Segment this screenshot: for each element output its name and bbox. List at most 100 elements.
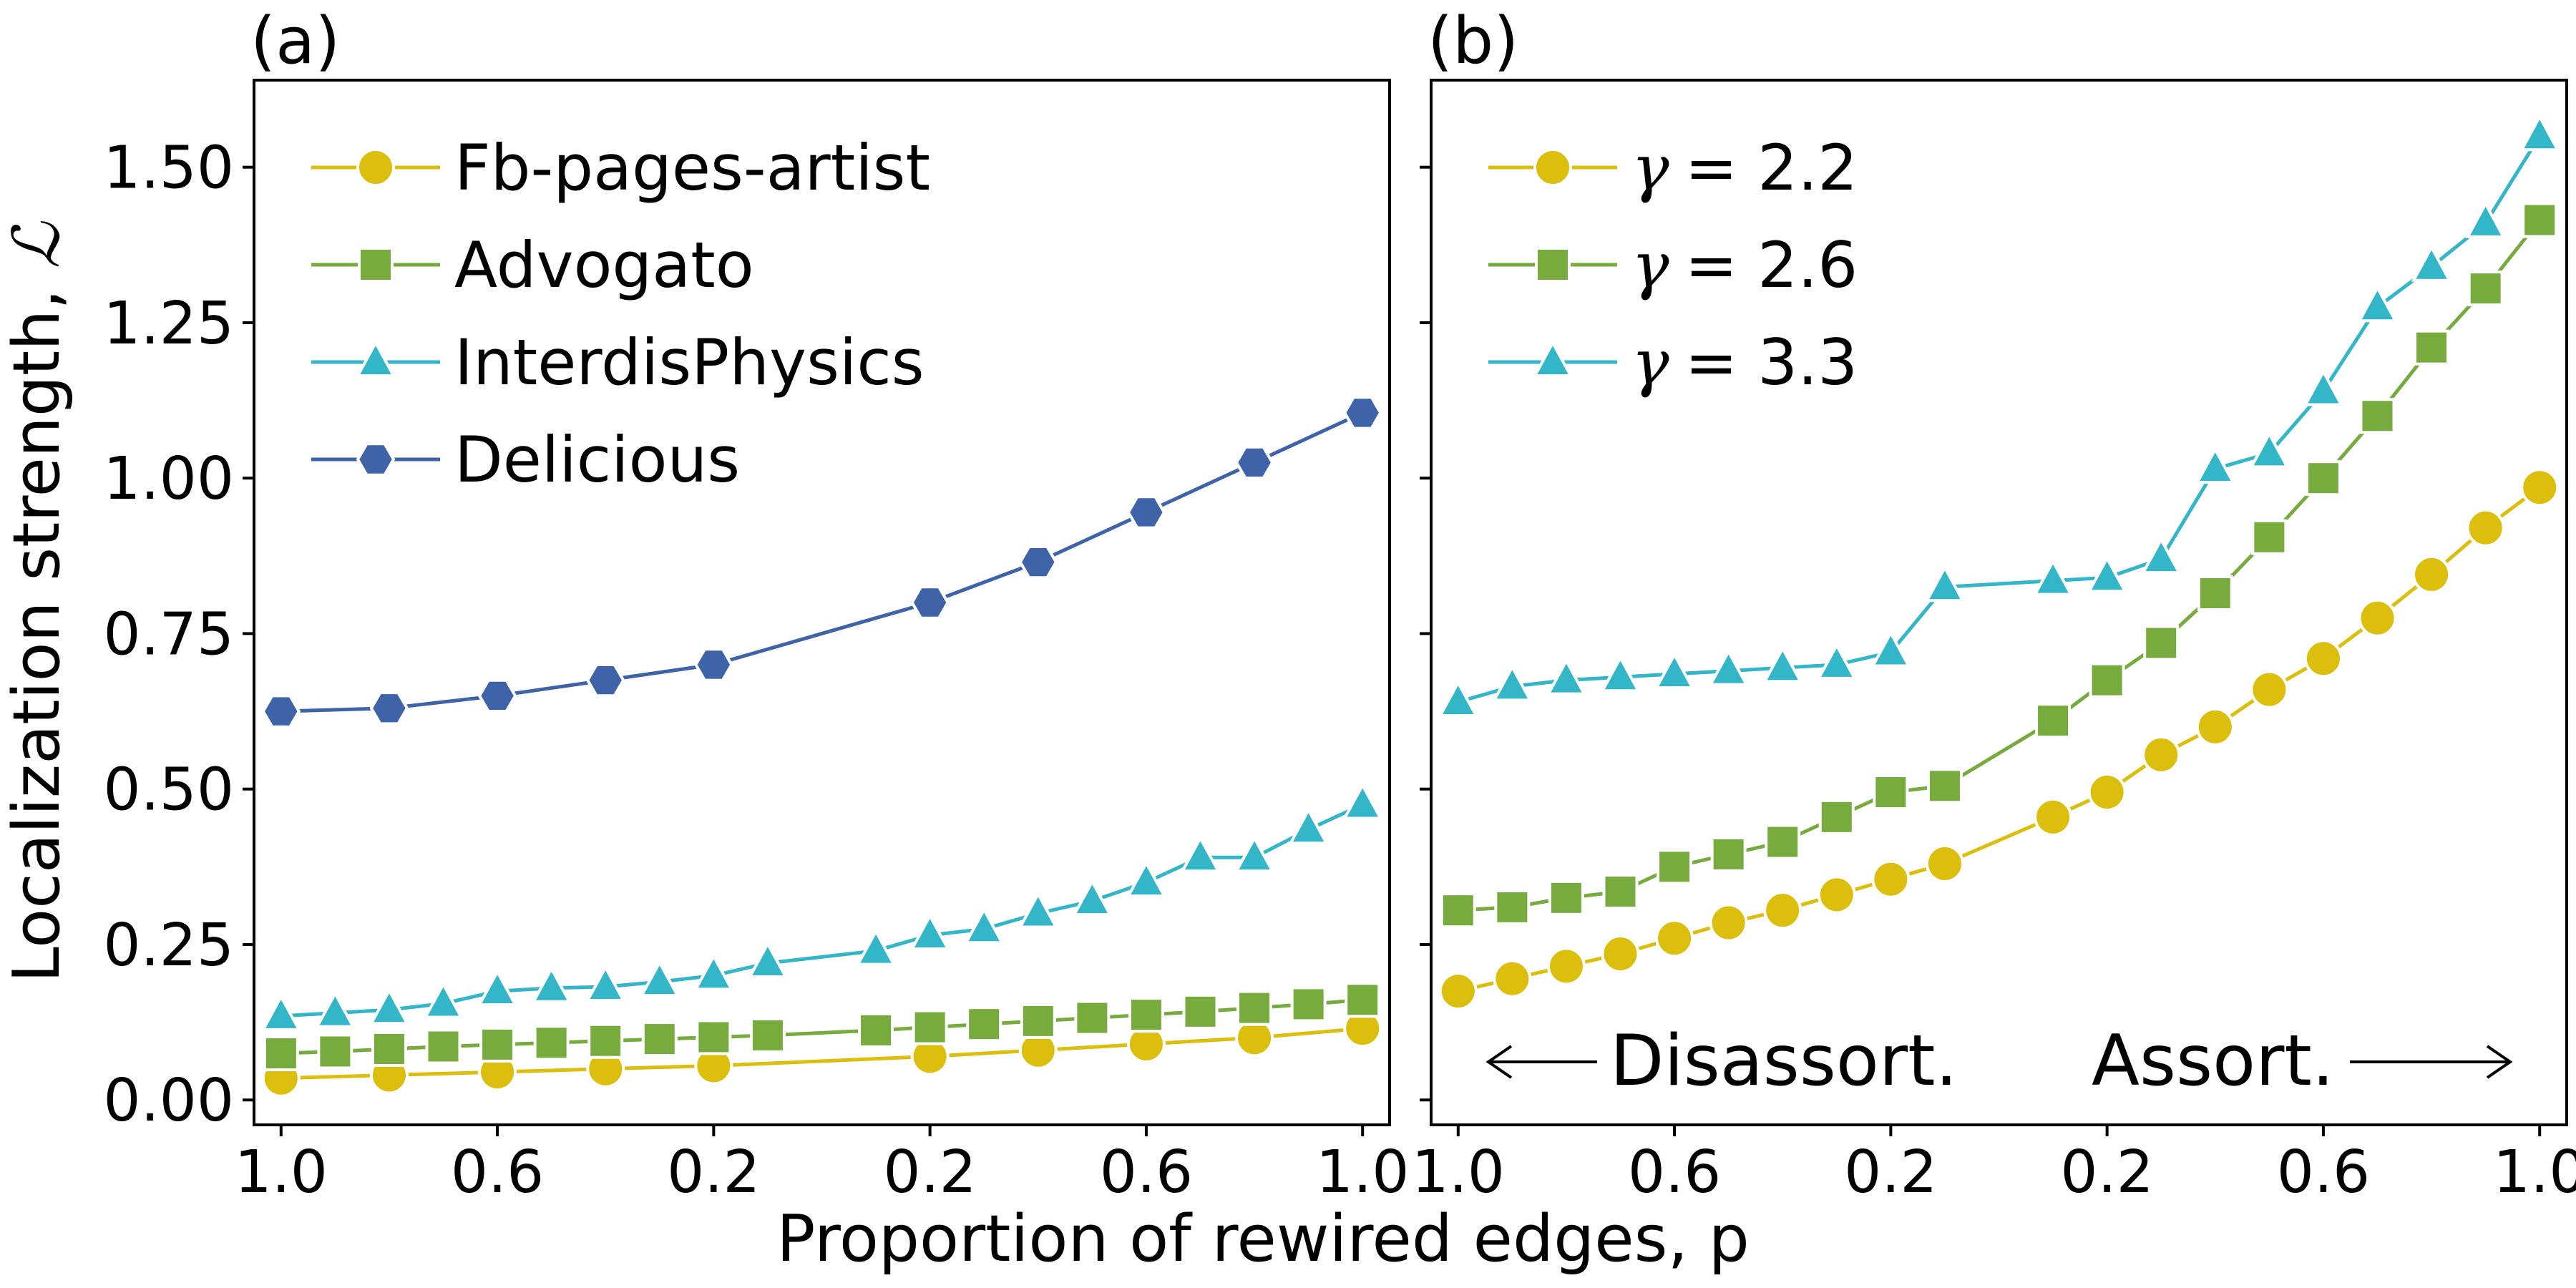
- data-point: [2358, 598, 2397, 638]
- x-tick-label: 0.2: [883, 1138, 976, 1206]
- assort-arrow-head: [2486, 1045, 2513, 1079]
- legend-label: InterdisPhysics: [454, 326, 924, 399]
- data-point: [423, 981, 464, 1019]
- data-point: [2414, 329, 2450, 366]
- data-point: [2465, 200, 2507, 238]
- data-point: [2303, 369, 2344, 406]
- panel-a-x-ticks: 1.0 0.6 0.2 0.2 0.6 1.0: [235, 1125, 1409, 1206]
- data-point: [2197, 575, 2233, 611]
- data-point: [1548, 879, 1584, 916]
- disassortative-annotation: Disassort.: [1485, 1020, 1958, 1102]
- data-point: [1288, 807, 1330, 845]
- data-point: [2520, 468, 2560, 507]
- data-point: [858, 1012, 894, 1048]
- data-point: [2522, 202, 2558, 238]
- series-interdisphysics: [260, 782, 1383, 1031]
- legend-marker: [355, 339, 396, 377]
- legend-marker: [1533, 148, 1572, 187]
- assortative-annotation: Assort.: [2092, 1020, 2513, 1102]
- data-point: [1290, 986, 1327, 1023]
- legend-marker: [356, 148, 395, 187]
- x-tick-label: 0.2: [1844, 1138, 1937, 1206]
- data-point: [1925, 844, 1964, 883]
- data-point: [1128, 997, 1164, 1033]
- panel-a-frame: [253, 79, 1391, 1126]
- data-point: [1494, 889, 1531, 925]
- legend-label: Delicious: [454, 423, 740, 497]
- x-tick-label: 0.2: [667, 1138, 760, 1206]
- data-point: [2411, 244, 2452, 282]
- data-point: [1708, 648, 1750, 686]
- x-tick-label: 0.6: [451, 1138, 544, 1206]
- data-point: [263, 1035, 299, 1072]
- data-point: [1491, 664, 1533, 702]
- x-tick-label: 0.2: [2060, 1138, 2153, 1206]
- data-point: [1871, 859, 1911, 899]
- data-point: [1342, 396, 1382, 430]
- data-point: [1546, 658, 1587, 696]
- legend-label: γ = 2.2: [1631, 131, 1858, 205]
- panel-b-legend: γ = 2.2 γ = 2.6 γ = 3.3: [1488, 131, 1858, 399]
- series--3-3: [1438, 114, 2560, 718]
- panel-a-tag: (a): [250, 4, 340, 79]
- legend-marker: [1535, 247, 1571, 283]
- data-point: [2143, 625, 2180, 661]
- data-point: [2251, 519, 2288, 555]
- panel-a-series: [260, 396, 1383, 1098]
- data-point: [585, 663, 625, 698]
- data-point: [1440, 892, 1476, 929]
- data-point: [2035, 703, 2072, 739]
- data-point: [1126, 859, 1167, 898]
- legend-label: Advogato: [454, 228, 754, 302]
- panel-b-tag: (b): [1428, 4, 1518, 79]
- x-tick-label: 0.6: [1100, 1138, 1193, 1206]
- data-point: [2034, 797, 2073, 836]
- y-axis-label: Localization strength, ℒ: [0, 220, 74, 982]
- data-point: [641, 1021, 678, 1058]
- data-point: [1818, 799, 1855, 835]
- data-point: [1020, 1002, 1056, 1039]
- data-point: [1655, 919, 1694, 958]
- x-tick-label: 0.6: [2277, 1138, 2370, 1206]
- data-point: [747, 940, 789, 979]
- data-point: [2359, 398, 2396, 434]
- data-point: [2467, 270, 2504, 307]
- data-point: [314, 990, 356, 1028]
- panel-b-series: [1438, 114, 2560, 1011]
- data-point: [912, 1009, 948, 1045]
- data-point: [1438, 972, 1478, 1011]
- data-point: [2305, 460, 2341, 497]
- disassort-label: Disassort.: [1610, 1020, 1958, 1102]
- legend-label: γ = 2.6: [1631, 228, 1858, 302]
- disassort-arrow-head: [1485, 1045, 1513, 1079]
- legend-gamma: γ: [1631, 228, 1669, 302]
- data-point: [1018, 545, 1058, 580]
- series-line: [1458, 218, 2542, 912]
- data-point: [1710, 836, 1747, 872]
- series--2-2: [1438, 468, 2560, 1011]
- data-point: [425, 1028, 462, 1065]
- data-point: [639, 959, 680, 997]
- data-point: [693, 953, 734, 991]
- panel-a: (a) 0.00 0.25 0.50 0.75 1.00 1.25 1.50 1.0 0.6 0…: [103, 4, 1409, 1206]
- data-point: [2032, 558, 2074, 596]
- data-point: [261, 694, 301, 728]
- data-point: [1342, 782, 1383, 820]
- data-point: [2195, 446, 2236, 484]
- data-point: [1870, 630, 1911, 668]
- legend-item: γ = 3.3: [1488, 326, 1858, 399]
- data-point: [587, 1023, 624, 1059]
- x-tick-label: 0.6: [1628, 1138, 1721, 1206]
- y-tick-label: 1.50: [103, 135, 234, 203]
- legend-gamma: γ: [1631, 326, 1669, 399]
- legend-item: Fb-pages-artist: [311, 131, 930, 205]
- legend-marker: [1532, 339, 1574, 377]
- data-point: [1762, 645, 1803, 683]
- y-tick-label: 0.75: [103, 600, 234, 668]
- x-tick-label: 1.0: [1316, 1138, 1409, 1206]
- data-point: [1709, 903, 1748, 942]
- legend-item: γ = 2.6: [1488, 228, 1858, 302]
- data-point: [477, 678, 517, 713]
- series-advogato: [263, 982, 1381, 1072]
- legend-marker: [358, 247, 394, 283]
